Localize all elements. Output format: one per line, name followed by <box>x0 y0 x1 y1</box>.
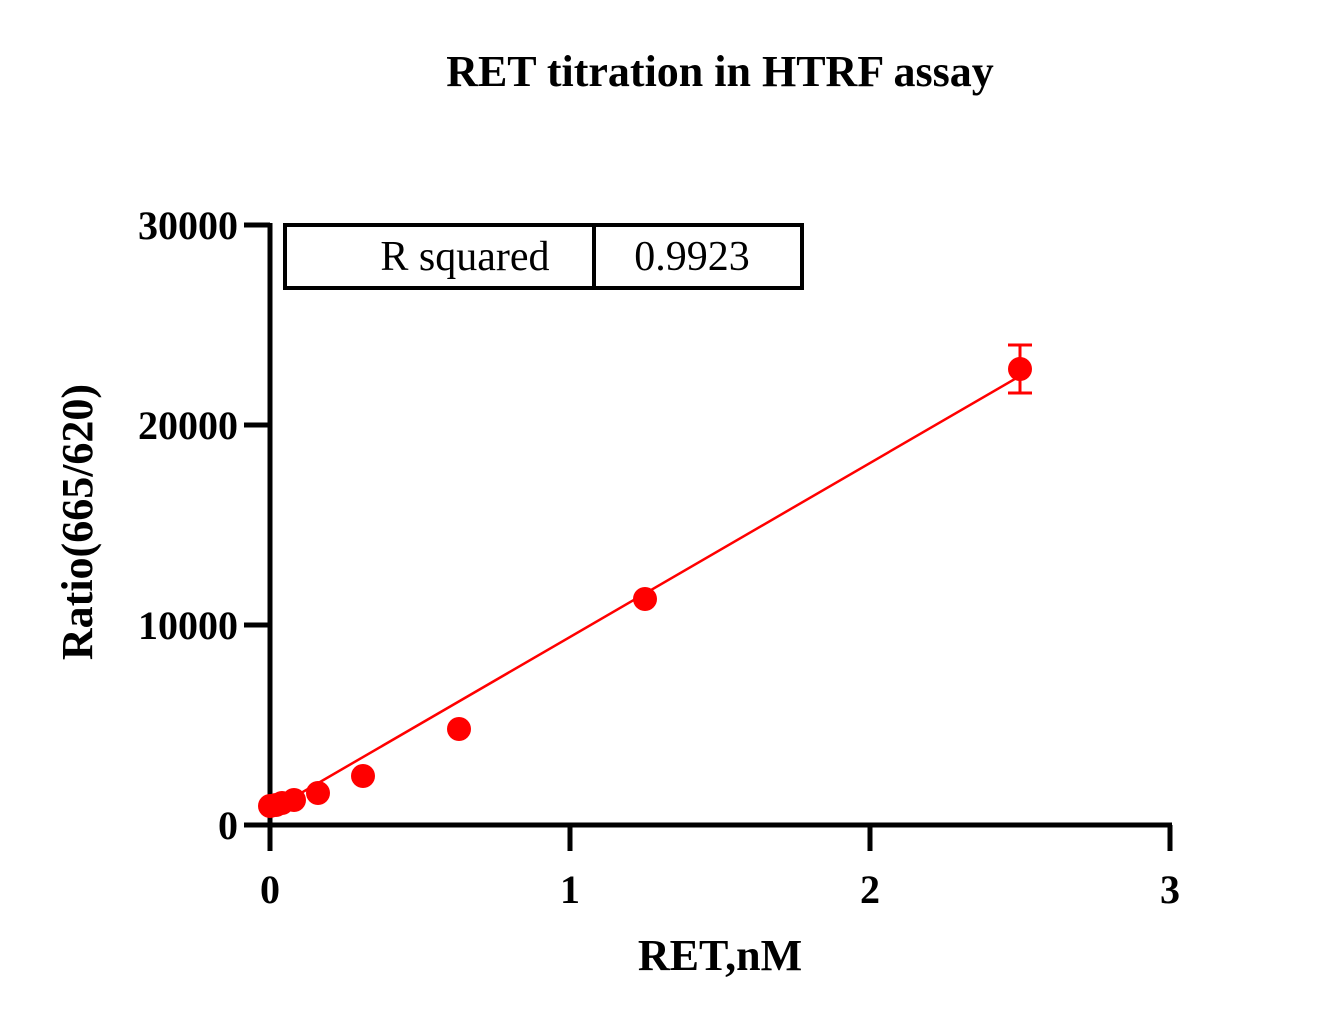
axes: 0 10000 20000 30000 0 1 2 3 <box>138 203 1180 912</box>
y-tick-label: 0 <box>218 803 238 848</box>
r-squared-table-border <box>283 223 804 290</box>
data-point <box>282 788 306 812</box>
x-tick-label: 0 <box>260 867 280 912</box>
data-point <box>633 587 657 611</box>
data-point <box>351 764 375 788</box>
x-tick-label: 3 <box>1160 867 1180 912</box>
chart-title: RET titration in HTRF assay <box>446 47 994 96</box>
y-tick-label: 20000 <box>138 403 238 448</box>
r-squared-value: 0.9923 <box>634 234 750 280</box>
y-tick-label: 10000 <box>138 603 238 648</box>
y-tick-label: 30000 <box>138 203 238 248</box>
x-axis-label: RET,nM <box>638 931 802 980</box>
data-point <box>447 717 471 741</box>
r-squared-table: R squared 0.9923 <box>283 223 804 290</box>
data-point <box>1008 357 1032 381</box>
x-tick-label: 2 <box>860 867 880 912</box>
x-tick-label: 1 <box>560 867 580 912</box>
data-point <box>306 781 330 805</box>
r-squared-label: R squared <box>380 234 549 280</box>
y-axis-label: Ratio(665/620) <box>53 384 102 660</box>
data-points <box>258 357 1032 818</box>
